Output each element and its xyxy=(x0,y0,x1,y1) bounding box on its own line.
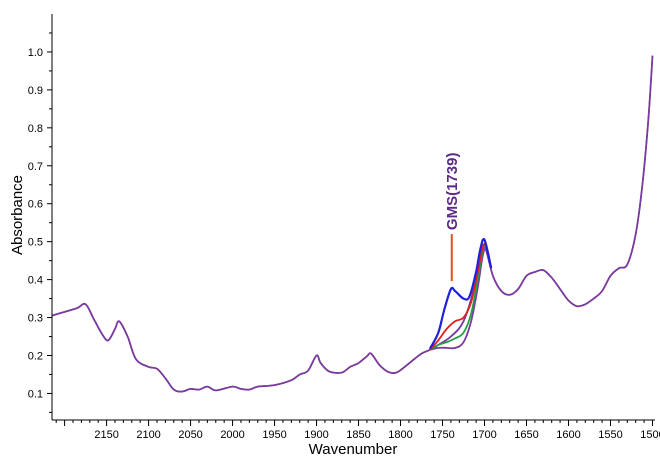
x-tick-label: 1500 xyxy=(640,429,660,441)
y-tick-label: 0.2 xyxy=(28,350,43,362)
spectrum-line-underlay-2 xyxy=(51,55,654,393)
y-tick-label: 0.9 xyxy=(28,85,43,97)
annotation-label: GMS(1739) xyxy=(444,153,461,231)
x-tick-label: 1850 xyxy=(346,429,370,441)
x-tick-label: 2000 xyxy=(220,429,244,441)
x-tick-label: 1550 xyxy=(598,429,622,441)
y-tick-label: 0.4 xyxy=(28,275,43,287)
spectrum-line-underlay-1 xyxy=(51,55,654,393)
axes: 0.1 0.2 0.3 0.4 0.5 0.6 0.7 0.8 0.9 1.0 2150 2100 20… xyxy=(28,14,660,441)
spectrum-series-2 xyxy=(429,242,493,351)
x-tick-label: 1600 xyxy=(556,429,580,441)
y-tick-label: 0.5 xyxy=(28,237,43,249)
x-tick-label: 1750 xyxy=(430,429,454,441)
spectrum-series-4 xyxy=(429,248,493,351)
x-tick-label: 1700 xyxy=(472,429,496,441)
y-tick-label: 0.1 xyxy=(28,388,43,400)
y-tick-label: 0.8 xyxy=(28,123,43,135)
x-tick-label: 1950 xyxy=(262,429,286,441)
y-tick-label: 0.3 xyxy=(28,313,43,325)
y-tick-label: 1.0 xyxy=(28,47,43,59)
x-tick-label: 2150 xyxy=(94,429,118,441)
x-tick-label: 1650 xyxy=(514,429,538,441)
x-tick-label: 2100 xyxy=(136,429,160,441)
spectrum-line-main xyxy=(51,55,654,393)
x-axis-title: Wavenumber xyxy=(309,441,398,458)
x-tick-label: 1800 xyxy=(388,429,412,441)
spectrum-line-underlay-3 xyxy=(51,55,654,393)
y-tick-label: 0.6 xyxy=(28,199,43,211)
x-tick-label: 1900 xyxy=(304,429,328,441)
x-tick-label: 2050 xyxy=(178,429,202,441)
y-tick-label: 0.7 xyxy=(28,161,43,173)
plot-area: GMS(1739) xyxy=(51,55,654,393)
y-axis-title: Absorbance xyxy=(9,175,26,255)
spectrum-series-1 xyxy=(428,237,493,350)
